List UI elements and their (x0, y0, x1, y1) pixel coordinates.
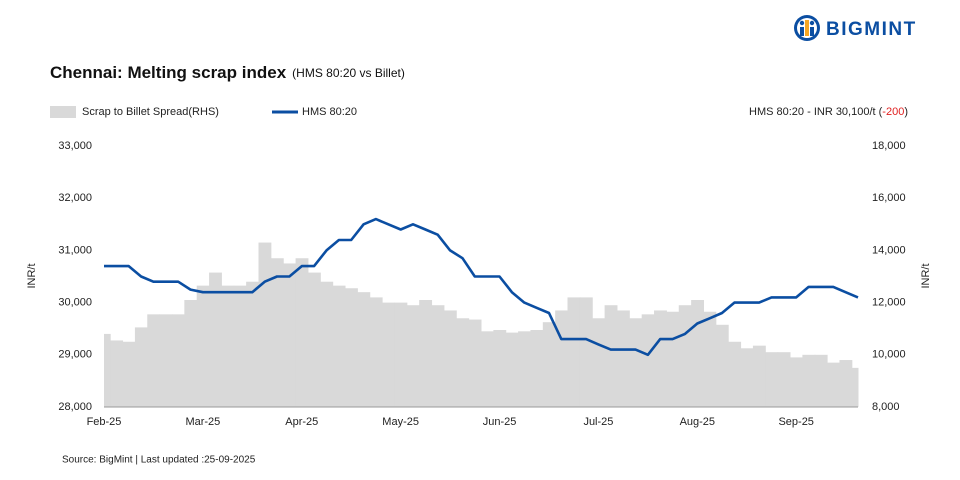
area-column (221, 285, 235, 407)
area-column (196, 285, 210, 407)
area-column (295, 258, 309, 407)
annotation-text: ) (904, 106, 908, 118)
y-tick-label: 30,000 (58, 297, 92, 309)
area-column (604, 305, 618, 407)
y2-tick-label: 16,000 (872, 192, 906, 204)
area-column (790, 357, 803, 407)
annotation-text: HMS 80:20 - INR 30,100/t ( (749, 106, 883, 118)
area-column (691, 299, 704, 407)
area-column (555, 310, 569, 407)
y-tick-label: 32,000 (58, 192, 92, 204)
area-column (110, 340, 124, 407)
legend-swatch (50, 106, 76, 118)
y-tick-label: 28,000 (58, 401, 92, 413)
area-column (629, 318, 643, 407)
area-column (406, 305, 420, 407)
area-column (307, 272, 321, 407)
area-column (752, 345, 766, 407)
area-column (147, 314, 161, 407)
area-column (715, 324, 729, 407)
area-column (159, 314, 173, 407)
area-column (171, 314, 185, 407)
y2-tick-label: 12,000 (872, 297, 906, 309)
logo-icon (794, 15, 820, 41)
source: Source: BigMint | Last updated :25-09-20… (62, 455, 256, 466)
area-column (814, 354, 828, 407)
area-column (740, 348, 754, 407)
area-column (209, 272, 222, 407)
area-column (654, 310, 667, 407)
area-column (530, 330, 544, 407)
area-column (419, 299, 433, 407)
line-series (104, 217, 859, 357)
x-tick-label: Aug-25 (680, 416, 715, 428)
area-column (505, 332, 519, 407)
area-column (184, 299, 198, 407)
y-tick-label: 33,000 (58, 140, 92, 152)
logo-text: BIGMINT (826, 19, 917, 40)
area-column (104, 333, 111, 407)
y-axis-label: INR/t (26, 263, 38, 288)
area-column (592, 318, 606, 407)
area-column (369, 297, 383, 407)
area-column (357, 292, 371, 407)
area-column (579, 297, 593, 407)
area-column (320, 281, 334, 407)
y2-tick-label: 18,000 (872, 140, 906, 152)
title: Chennai: Melting scrap index (50, 63, 287, 82)
area-column (443, 310, 457, 407)
x-tick-label: May-25 (382, 416, 419, 428)
area-column (851, 367, 859, 407)
area-column (518, 331, 531, 407)
area-column (802, 354, 816, 407)
area-column (542, 322, 556, 407)
area-column (777, 352, 791, 407)
y-tick-label: 31,000 (58, 244, 92, 256)
annotation: HMS 80:20 - INR 30,100/t (-200) (749, 106, 908, 118)
area-column (703, 311, 717, 407)
area-column (666, 311, 680, 407)
area-column (616, 310, 630, 407)
area-column (246, 281, 260, 407)
y2-tick-label: 14,000 (872, 244, 906, 256)
legend-label: Scrap to Billet Spread(RHS) (82, 106, 219, 118)
area-column (567, 297, 581, 407)
area-column (839, 360, 853, 407)
area-column (765, 352, 779, 407)
area-column (283, 263, 297, 407)
x-tick-label: Jun-25 (483, 416, 517, 428)
area-column (345, 288, 358, 407)
x-tick-label: Feb-25 (87, 416, 122, 428)
area-column (394, 302, 408, 407)
y2-axis-label: INR/t (920, 263, 932, 288)
x-tick-label: Mar-25 (185, 416, 220, 428)
y2-tick-label: 10,000 (872, 349, 906, 361)
y-tick-label: 29,000 (58, 349, 92, 361)
area-column (728, 341, 742, 407)
area-column (258, 242, 272, 407)
area-column (456, 318, 470, 407)
legend-label: HMS 80:20 (302, 106, 357, 118)
area-column (134, 327, 148, 407)
x-tick-label: Jul-25 (583, 416, 613, 428)
area-column (481, 331, 494, 407)
area-column (431, 305, 445, 407)
subtitle: (HMS 80:20 vs Billet) (292, 66, 405, 80)
area-column (493, 330, 507, 407)
area-column (678, 305, 692, 407)
x-tick-label: Sep-25 (778, 416, 813, 428)
area-column (468, 319, 482, 407)
area-column (827, 362, 840, 407)
area-column (641, 314, 655, 407)
chart-title: Chennai: Melting scrap index (HMS 80:20 v… (50, 63, 405, 82)
x-tick-label: Apr-25 (285, 416, 318, 428)
annotation-change: -200 (882, 106, 904, 118)
area-column (332, 285, 346, 407)
area-column (270, 258, 284, 407)
y2-tick-label: 8,000 (872, 401, 900, 413)
area-column (382, 302, 395, 407)
area-column (233, 285, 247, 407)
area-column (122, 341, 136, 407)
